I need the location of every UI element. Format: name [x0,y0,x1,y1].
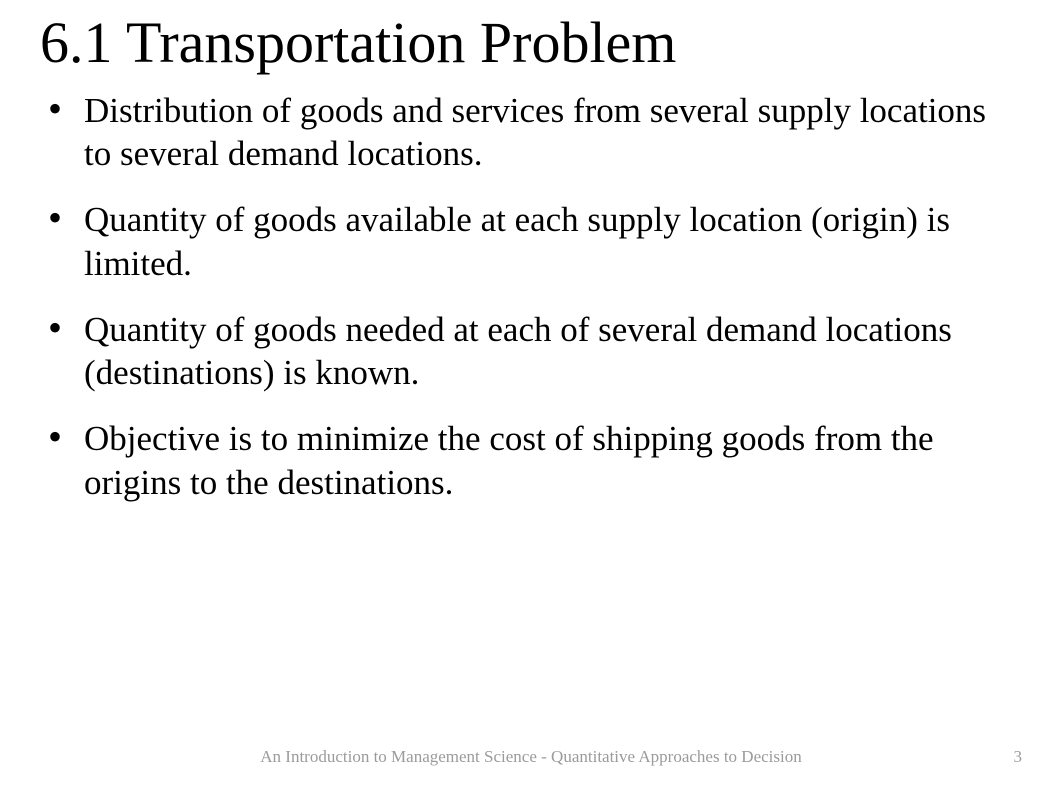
slide-title: 6.1 Transportation Problem [40,10,1022,77]
bullet-item: Quantity of goods needed at each of seve… [40,308,1022,396]
footer-text: An Introduction to Management Science - … [40,747,1022,767]
bullet-item: Objective is to minimize the cost of shi… [40,417,1022,505]
bullet-item: Quantity of goods available at each supp… [40,198,1022,286]
page-number: 3 [1014,747,1023,767]
slide-footer: An Introduction to Management Science - … [0,747,1062,767]
bullet-list: Distribution of goods and services from … [40,89,1022,505]
bullet-item: Distribution of goods and services from … [40,89,1022,177]
slide-container: 6.1 Transportation Problem Distribution … [0,0,1062,797]
